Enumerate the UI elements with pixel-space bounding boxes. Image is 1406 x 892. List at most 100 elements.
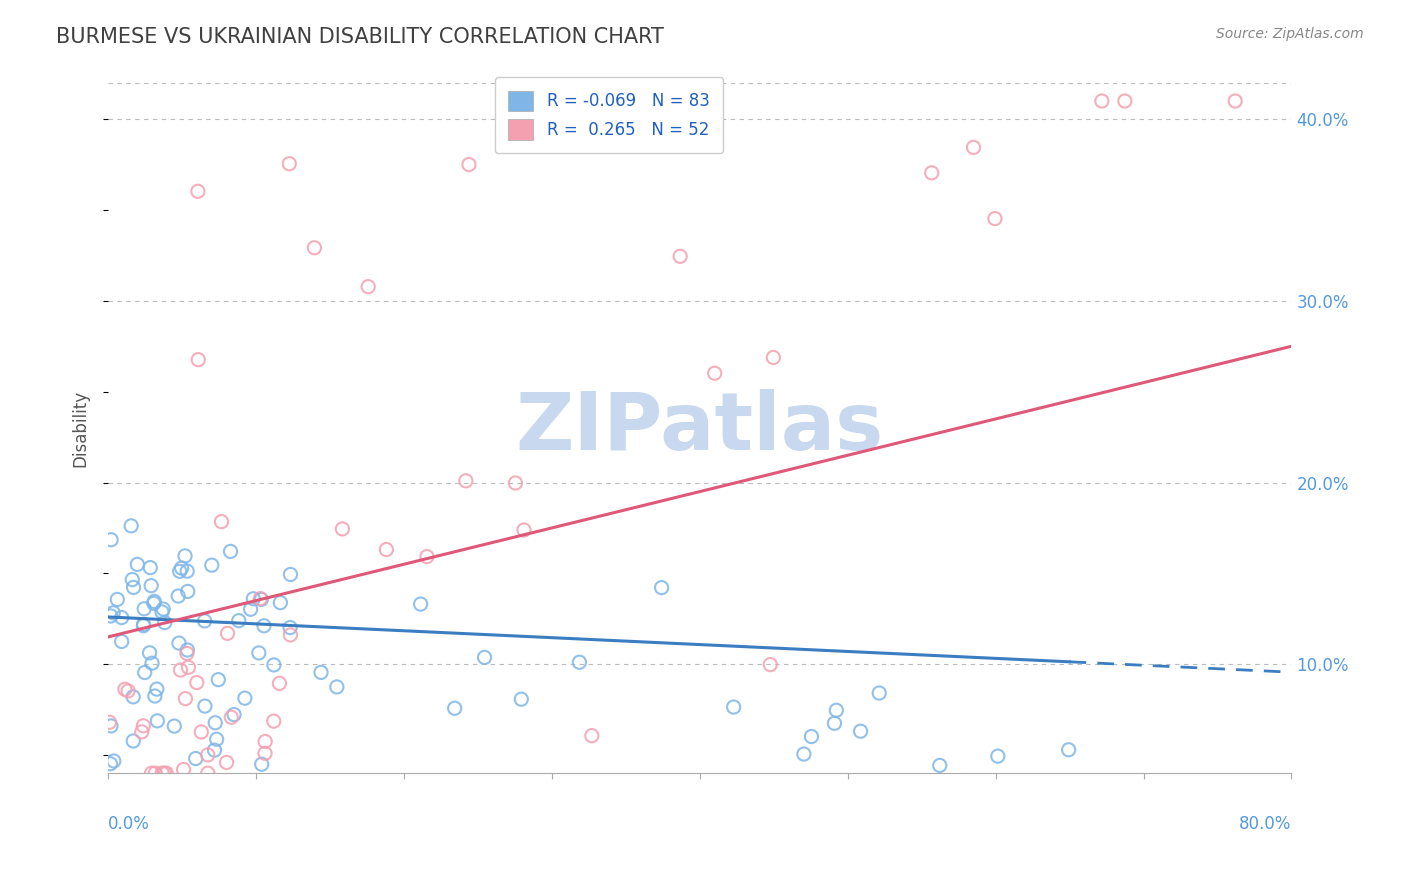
Point <box>143 766 166 780</box>
Point <box>143 689 166 703</box>
Point <box>458 157 481 171</box>
Point <box>242 591 264 606</box>
Point <box>184 751 207 765</box>
Point <box>239 602 262 616</box>
Point <box>170 561 193 575</box>
Point <box>146 714 169 728</box>
Point <box>309 665 332 680</box>
Point <box>800 730 823 744</box>
Point <box>568 655 591 669</box>
Point <box>176 643 198 657</box>
Point <box>868 686 890 700</box>
Point <box>176 564 198 578</box>
Point <box>143 594 166 608</box>
Point <box>222 707 245 722</box>
Text: ZIPatlas: ZIPatlas <box>516 389 884 467</box>
Point <box>409 597 432 611</box>
Point <box>114 682 136 697</box>
Point <box>134 601 156 615</box>
Point <box>122 734 145 748</box>
Point <box>217 626 239 640</box>
Point <box>204 743 226 757</box>
Point <box>219 544 242 558</box>
Point <box>100 533 122 547</box>
Point <box>163 719 186 733</box>
Point <box>173 763 195 777</box>
Point <box>921 166 943 180</box>
Point <box>1057 743 1080 757</box>
Point <box>174 691 197 706</box>
Text: 80.0%: 80.0% <box>1239 814 1292 832</box>
Point <box>984 211 1007 226</box>
Point <box>269 596 291 610</box>
Point <box>581 729 603 743</box>
Point <box>155 766 177 780</box>
Point <box>759 657 782 672</box>
Y-axis label: Disability: Disability <box>72 390 89 467</box>
Point <box>132 617 155 632</box>
Point <box>928 758 950 772</box>
Point <box>105 592 128 607</box>
Point <box>153 766 176 780</box>
Point <box>100 719 122 733</box>
Point <box>1107 775 1129 789</box>
Point <box>117 684 139 698</box>
Point <box>103 754 125 768</box>
Point <box>169 663 191 677</box>
Point <box>250 592 273 607</box>
Point <box>141 766 163 780</box>
Point <box>1091 94 1114 108</box>
Point <box>233 691 256 706</box>
Point <box>186 675 208 690</box>
Point <box>204 715 226 730</box>
Point <box>167 636 190 650</box>
Point <box>443 701 465 715</box>
Point <box>1225 94 1247 108</box>
Point <box>190 725 212 739</box>
Point <box>762 351 785 365</box>
Point <box>194 614 217 628</box>
Point <box>249 591 271 606</box>
Text: 0.0%: 0.0% <box>108 814 150 832</box>
Point <box>141 656 163 670</box>
Point <box>254 734 277 748</box>
Point <box>132 719 155 733</box>
Text: Source: ZipAtlas.com: Source: ZipAtlas.com <box>1216 27 1364 41</box>
Point <box>278 621 301 635</box>
Point <box>669 249 692 263</box>
Point <box>150 766 173 780</box>
Point <box>167 589 190 603</box>
Point <box>280 567 302 582</box>
Point <box>326 680 349 694</box>
Point <box>122 690 145 704</box>
Point <box>127 558 149 572</box>
Point <box>153 615 176 630</box>
Point <box>207 673 229 687</box>
Point <box>793 747 815 761</box>
Point <box>176 647 198 661</box>
Point <box>375 542 398 557</box>
Point <box>823 716 845 731</box>
Point <box>263 714 285 728</box>
Point <box>987 749 1010 764</box>
Point <box>505 475 527 490</box>
Point <box>247 646 270 660</box>
Point <box>138 646 160 660</box>
Point <box>146 682 169 697</box>
Point <box>474 650 496 665</box>
Point <box>134 665 156 680</box>
Point <box>141 579 163 593</box>
Point <box>974 775 997 789</box>
Point <box>205 732 228 747</box>
Point <box>278 157 301 171</box>
Point <box>1132 775 1154 789</box>
Point <box>357 279 380 293</box>
Point <box>263 657 285 672</box>
Point <box>250 757 273 772</box>
Point <box>120 519 142 533</box>
Point <box>219 710 242 724</box>
Point <box>194 699 217 714</box>
Point <box>98 756 121 771</box>
Point <box>197 766 219 780</box>
Point <box>510 692 533 706</box>
